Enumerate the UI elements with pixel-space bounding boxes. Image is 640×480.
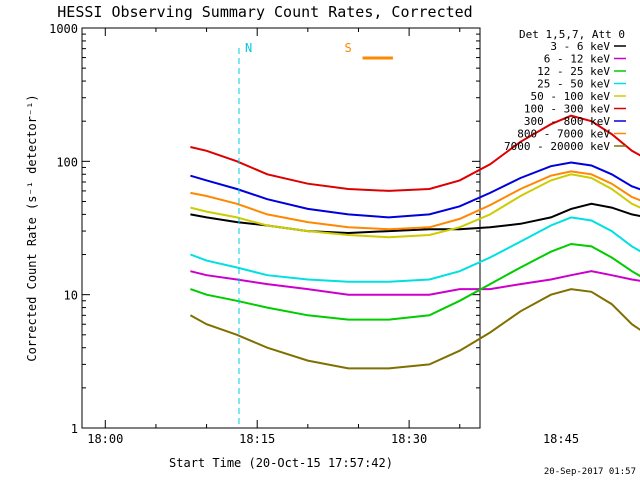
y-tick-label: 10 (64, 289, 78, 303)
y-axis-label: Corrected Count Rate (s⁻¹ detector⁻¹) (25, 94, 39, 361)
x-tick-label: 18:00 (87, 432, 123, 446)
annotation-label-2: S (345, 41, 352, 55)
annotation-label-0: N (245, 41, 252, 55)
legend-label-3: 25 - 50 keV (537, 78, 610, 91)
series-line-1 (190, 270, 640, 296)
series-line-2 (190, 242, 640, 321)
y-tick-label: 1 (71, 422, 78, 436)
series-line-5 (190, 114, 640, 192)
footer-timestamp: 20-Sep-2017 01:57 (544, 467, 636, 477)
y-tick-label: 1000 (49, 22, 78, 36)
legend-label-0: 3 - 6 keV (550, 40, 610, 53)
x-tick-label: 18:15 (239, 432, 275, 446)
legend-label-6: 300 - 800 keV (524, 115, 610, 128)
x-tick-label: 18:45 (543, 432, 579, 446)
series-line-3 (190, 216, 640, 283)
plot-area: 18:0018:1518:3018:4519:0019:1519:3011010… (49, 22, 640, 446)
legend-label-8: 7000 - 20000 keV (504, 140, 610, 153)
series-line-7 (190, 170, 640, 231)
chart-title: HESSI Observing Summary Count Rates, Cor… (57, 3, 472, 21)
series-line-8 (189, 288, 640, 370)
x-axis-label: Start Time (20-Oct-15 17:57:42) (169, 456, 393, 470)
legend-label-1: 6 - 12 keV (544, 53, 611, 66)
y-tick-label: 100 (56, 155, 78, 169)
series-line-4 (190, 173, 640, 239)
legend-label-4: 50 - 100 keV (531, 90, 611, 103)
legend-title: Det 1,5,7, Att 0 (519, 28, 625, 41)
x-tick-label: 18:30 (391, 432, 427, 446)
legend-label-5: 100 - 300 keV (524, 103, 610, 116)
legend-label-7: 800 - 7000 keV (517, 128, 610, 141)
legend-label-2: 12 - 25 keV (537, 65, 610, 78)
series-line-0 (190, 202, 640, 235)
series-line-6 (190, 161, 640, 219)
